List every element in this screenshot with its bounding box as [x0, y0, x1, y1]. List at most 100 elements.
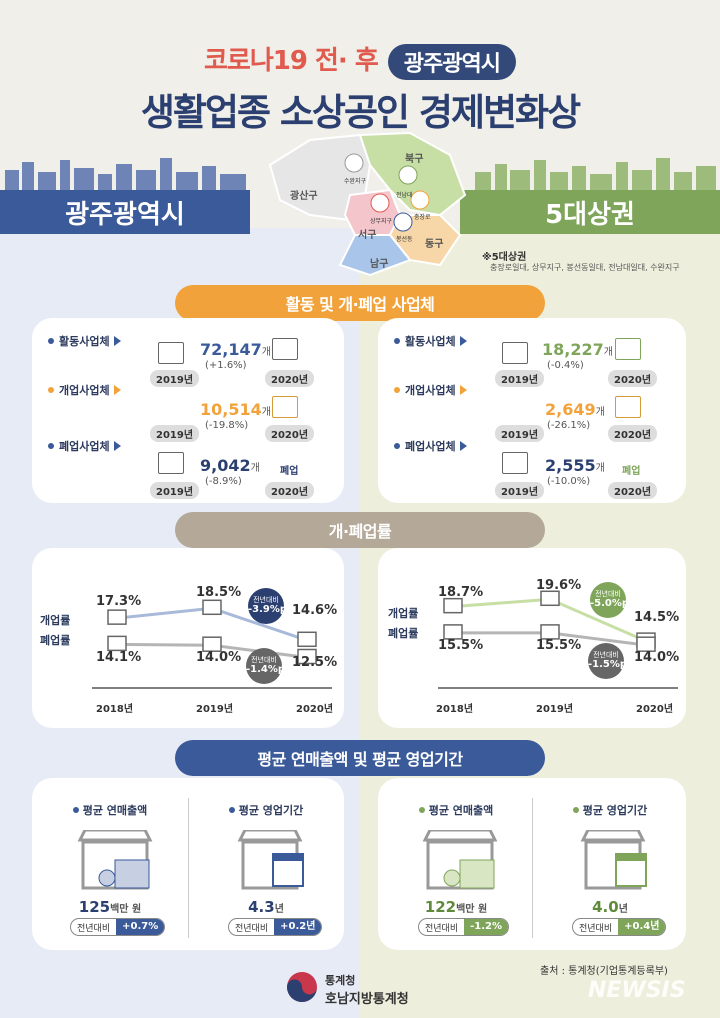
- active-left-change: (+1.6%): [205, 360, 247, 371]
- x-label: 2020년: [296, 704, 334, 715]
- org-name-1: 통계청: [325, 974, 356, 987]
- newsis-watermark: NEWSIS: [588, 978, 686, 1003]
- close-right-value: 2,555개: [545, 456, 605, 475]
- shop-2020-icon: [272, 338, 298, 360]
- data-point: [107, 609, 127, 625]
- open-right-value: 2,649개: [545, 400, 605, 419]
- close-right-change: (-10.0%): [547, 476, 591, 487]
- header-line1: 코로나19 전· 후 광주광역시: [0, 40, 720, 80]
- open-right-change: (-26.1%): [547, 420, 591, 431]
- active-right-change: (-0.4%): [547, 360, 584, 371]
- arrow-icon: [459, 441, 467, 451]
- rates-card-right: [378, 548, 686, 728]
- year-2020: 2020년: [265, 370, 315, 387]
- map-spot-bongseon: 봉선동: [396, 236, 413, 243]
- source-text: 출처 : 통계청(기업통계등록부): [540, 966, 668, 977]
- map-spot-jnu: 전남대: [396, 192, 413, 199]
- open-left-value: 10,514개: [200, 400, 271, 419]
- year-2019: 2019년: [495, 425, 545, 442]
- data-point: [202, 599, 222, 616]
- bullet-icon: [394, 387, 400, 393]
- open-left-change: (-19.8%): [205, 420, 249, 431]
- map-spot-sangmu: 상무지구: [370, 218, 393, 225]
- open-right-2020: 14.5%: [634, 610, 680, 625]
- note-text: 충장로일대, 상무지구, 봉선동일대, 전남대일대, 수완지구: [490, 263, 680, 272]
- close-right-2018: 15.5%: [438, 638, 484, 653]
- org-name-2: 호남지방통계청: [325, 992, 409, 1007]
- band-5-districts: 5대상권: [460, 190, 720, 234]
- close-left-2020: 12.5%: [292, 655, 338, 670]
- close-left-2018: 14.1%: [96, 650, 142, 665]
- label-open-left: 개업사업체: [48, 382, 121, 398]
- data-point: [540, 590, 560, 607]
- rev-left-compare: 전년대비 +0.7%: [70, 918, 166, 936]
- legend-close-left: 폐업률: [40, 634, 71, 647]
- rates-chart-left: [92, 599, 332, 689]
- close-tag: 폐업: [622, 466, 641, 477]
- close-right-2019: 15.5%: [536, 638, 582, 653]
- year-2020: 2020년: [608, 370, 658, 387]
- title-corona: 코로나19 전· 후: [204, 46, 379, 76]
- period-left-value: 4.3년: [248, 898, 284, 916]
- period-right-compare: 전년대비 +0.4년: [572, 918, 667, 936]
- district-map: [268, 131, 467, 277]
- legend-close-right: 폐업률: [388, 627, 419, 640]
- city-pill: 광주광역시: [387, 43, 516, 80]
- close-right-2020: 14.0%: [634, 650, 680, 665]
- open-change-bubble-right: 전년대비 -5.0%p: [590, 582, 629, 618]
- bullet-icon: [48, 443, 54, 449]
- map-district-buk: 북구: [405, 154, 424, 165]
- close-left-value: 9,042개: [200, 456, 260, 475]
- open-right-2018: 18.7%: [438, 585, 484, 600]
- arrow-icon: [113, 385, 121, 395]
- close-left-change: (-8.9%): [205, 476, 242, 487]
- arrow-icon: [113, 336, 121, 346]
- shop-2019-icon: [158, 452, 184, 474]
- period-label-left: 평균 영업기간: [196, 802, 336, 818]
- legend-open-right: 개업률: [388, 607, 419, 620]
- data-point: [202, 636, 222, 652]
- label-active-right: 활동사업체: [394, 333, 467, 349]
- label-close-left: 폐업사업체: [48, 438, 121, 454]
- open-right-2019: 19.6%: [536, 578, 582, 593]
- label-active-left: 활동사업체: [48, 333, 121, 349]
- note-title: ※5대상권: [482, 252, 527, 263]
- open-change-bubble-left: 전년대비 -3.9%p: [248, 588, 287, 624]
- active-right-value: 18,227개: [542, 340, 613, 359]
- map-district-gwangsan: 광산구: [290, 191, 318, 202]
- data-point: [443, 597, 463, 614]
- x-label: 2018년: [96, 704, 134, 715]
- year-2019: 2019년: [150, 425, 200, 442]
- section-sales-header: 평균 연매출액 및 평균 영업기간: [175, 740, 545, 776]
- data-point: [297, 631, 317, 648]
- city-skyline-right-icon: [475, 158, 716, 192]
- shop-2020-icon: [615, 338, 641, 360]
- map-district-dong: 동구: [425, 239, 444, 250]
- city-skyline-left-icon: [5, 158, 246, 192]
- data-point: [540, 624, 560, 640]
- year-2019: 2019년: [150, 482, 200, 499]
- divider: [188, 798, 189, 938]
- label-close-right: 폐업사업체: [394, 438, 467, 454]
- store-calendar-icon: [580, 830, 647, 890]
- shop-2019-icon: [158, 342, 184, 364]
- store-money-icon: [422, 830, 498, 890]
- legend-open-left: 개업률: [40, 614, 71, 627]
- year-2020: 2020년: [608, 482, 658, 499]
- data-point: [297, 648, 317, 665]
- shop-2019-icon: [502, 452, 528, 474]
- year-2019: 2019년: [495, 370, 545, 387]
- open-shop-icon: [272, 396, 298, 418]
- period-right-value: 4.0년: [592, 898, 628, 916]
- bullet-icon: [48, 387, 54, 393]
- arrow-icon: [113, 441, 121, 451]
- open-shop-icon: [615, 396, 641, 418]
- close-change-bubble-right: 전년대비 -1.5%p: [588, 643, 627, 679]
- map-district-nam: 남구: [370, 259, 389, 270]
- rev-left-value: 125백만 원: [78, 898, 142, 916]
- band-gwangju: 광주광역시: [0, 190, 250, 234]
- arrow-icon: [459, 336, 467, 346]
- shop-2019-icon: [502, 342, 528, 364]
- rev-label-right: 평균 연매출액: [386, 802, 526, 818]
- close-left-2019: 14.0%: [196, 650, 242, 665]
